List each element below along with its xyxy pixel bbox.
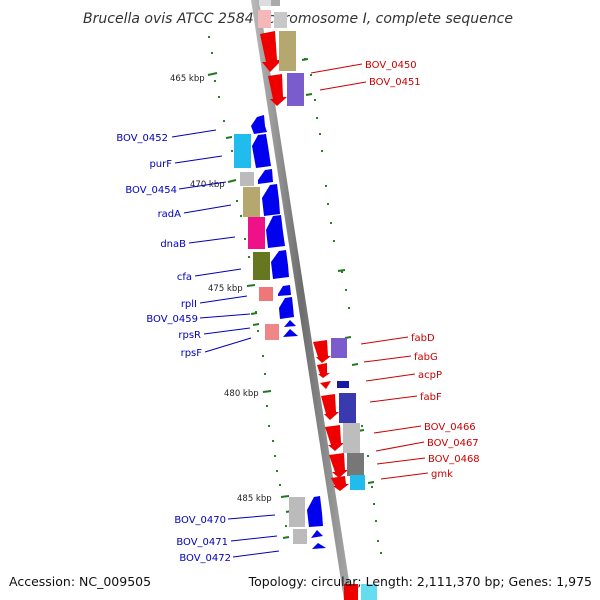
gene-arrow <box>284 320 296 327</box>
gene-block <box>289 497 305 527</box>
gene-block <box>259 287 273 301</box>
gene-block <box>347 453 364 476</box>
chromosome-backbone <box>251 0 352 600</box>
tick-label-475: 475 kbp <box>208 284 243 294</box>
gene-block <box>248 217 265 249</box>
gene-label-fabf[interactable]: fabF <box>420 392 442 403</box>
gene-label-fabd[interactable]: fabD <box>411 333 435 344</box>
gene-label-bov0470[interactable]: BOV_0470 <box>174 515 226 526</box>
gene-block <box>293 529 307 544</box>
gene-block <box>258 10 271 28</box>
gene-arrow <box>278 285 291 296</box>
gene-block <box>287 73 304 106</box>
gene-arrow <box>320 381 331 389</box>
tick-label-465: 465 kbp <box>170 74 205 84</box>
gene-block <box>265 324 279 340</box>
gene-block <box>279 31 296 71</box>
gene-arrow <box>283 329 298 337</box>
gene-label-rpsf[interactable]: rpsF <box>181 348 203 359</box>
tick-label-485: 485 kbp <box>237 494 272 504</box>
gene-arrow <box>321 394 339 420</box>
gene-label-bov0459[interactable]: BOV_0459 <box>146 314 198 325</box>
gene-partial-top-left <box>259 0 271 6</box>
kbp-ticks <box>207 72 290 498</box>
gene-block <box>339 393 356 423</box>
gene-arrow <box>268 74 287 106</box>
gene-arrow <box>252 134 271 168</box>
gene-arrow <box>311 530 323 538</box>
gene-arrow <box>313 340 331 363</box>
gene-label-bov0467[interactable]: BOV_0467 <box>427 438 479 449</box>
gene-arrow <box>271 250 289 279</box>
gene-partial-bottom <box>344 584 358 600</box>
gene-block <box>243 187 260 217</box>
gene-arrow <box>312 543 326 549</box>
gene-label-bov0450[interactable]: BOV_0450 <box>365 60 417 71</box>
gene-block <box>240 172 254 186</box>
gene-block <box>331 338 347 358</box>
gene-arrow <box>325 425 344 451</box>
gene-label-bov0471[interactable]: BOV_0471 <box>176 537 228 548</box>
gene-label-dnab[interactable]: dnaB <box>160 239 186 250</box>
gene-label-rpli[interactable]: rplI <box>181 299 197 310</box>
gene-arrow <box>317 363 330 378</box>
gene-arrow <box>307 496 323 527</box>
gene-label-bov0468[interactable]: BOV_0468 <box>428 454 480 465</box>
gene-block <box>234 134 251 168</box>
gene-label-acpp[interactable]: acpP <box>418 370 442 381</box>
gene-label-purf[interactable]: purF <box>149 159 172 170</box>
gene-arrow <box>266 215 285 248</box>
gene-arrow <box>262 184 280 216</box>
gene-block <box>274 12 287 28</box>
gene-label-rada[interactable]: radA <box>158 209 182 220</box>
gene-label-cfa[interactable]: cfa <box>177 272 192 283</box>
gene-partial-bottom <box>361 584 377 600</box>
accession-text: Accession: NC_009505 <box>9 574 152 589</box>
gene-partial-top-right <box>271 0 280 6</box>
gene-arrow <box>251 115 267 134</box>
gene-label-fabg[interactable]: fabG <box>414 352 438 363</box>
gene-block <box>253 252 270 280</box>
gene-label-bov0452[interactable]: BOV_0452 <box>116 133 168 144</box>
gene-arrow <box>329 453 348 478</box>
topology-text: Topology: circular; Length: 2,111,370 bp… <box>248 574 592 589</box>
gene-arrow <box>279 297 294 319</box>
reverse-genes <box>234 115 326 549</box>
outer-guide-dots <box>208 36 382 554</box>
gene-label-bov0472[interactable]: BOV_0472 <box>179 553 231 564</box>
forward-genes <box>258 10 377 600</box>
label-leader-lines <box>171 63 429 558</box>
gene-label-rpsr[interactable]: rpsR <box>178 330 201 341</box>
gene-block <box>343 423 360 453</box>
gene-arrow <box>260 31 282 72</box>
gene-label-bov0454[interactable]: BOV_0454 <box>125 185 177 196</box>
map-title: Brucella ovis ATCC 25840 chromosome I, c… <box>83 11 513 27</box>
tick-label-480: 480 kbp <box>224 389 259 399</box>
gene-arrow <box>331 476 349 491</box>
gene-arrow <box>258 169 273 184</box>
gene-label-bov0466[interactable]: BOV_0466 <box>424 422 476 433</box>
gene-label-bov0451[interactable]: BOV_0451 <box>369 77 421 88</box>
gene-block <box>337 381 349 388</box>
gene-block <box>350 475 365 490</box>
gene-label-gmk[interactable]: gmk <box>431 469 453 480</box>
